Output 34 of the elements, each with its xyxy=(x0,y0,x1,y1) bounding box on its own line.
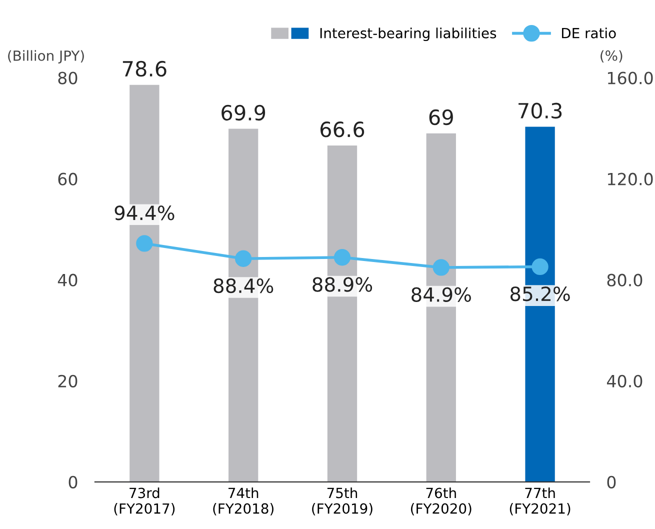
data-label: 84.9% xyxy=(412,287,471,302)
y2-tick-label: 40.0 xyxy=(606,374,642,388)
data-label: 66.6 xyxy=(320,122,364,138)
point xyxy=(432,259,450,276)
y-tick-label: 80 xyxy=(58,72,78,84)
legend-label: DE ratio xyxy=(562,28,616,38)
data-label: 69.9 xyxy=(222,104,266,121)
x-tick-label: 74th (FY2018) xyxy=(213,487,274,516)
data-label: 88.9% xyxy=(312,277,372,292)
data-label: 69 xyxy=(429,109,453,126)
y2-tick-label: 80.0 xyxy=(607,274,642,286)
legend-label: Interest-bearing liabilities xyxy=(320,28,496,42)
x-tick-label: 75th (FY2019) xyxy=(312,487,372,516)
x-tick-label: 77th (FY2021) xyxy=(510,487,570,516)
y-tick-label: 40 xyxy=(58,274,78,286)
x-tick-label: 73rd (FY2017) xyxy=(114,487,175,516)
y2-axis-title: (%) xyxy=(600,50,622,63)
y2-tick-label: 160.0 xyxy=(608,72,653,84)
point xyxy=(136,235,153,252)
point xyxy=(334,249,351,266)
data-label: 70.3 xyxy=(518,102,562,119)
data-label: 85.2% xyxy=(510,286,570,302)
y-tick-label: 0 xyxy=(68,476,78,488)
y-tick-label: 60 xyxy=(58,172,78,186)
point xyxy=(532,258,548,276)
data-label: 88.4% xyxy=(214,278,274,294)
data-label: 94.4% xyxy=(114,206,174,220)
x-tick-label: 76th (FY2020) xyxy=(411,487,472,516)
y2-tick-label: 120.0 xyxy=(608,172,653,186)
point xyxy=(235,250,252,267)
data-label: 78.6 xyxy=(122,60,166,77)
y2-tick-label: 0 xyxy=(607,476,616,488)
y-tick-label: 20 xyxy=(58,374,78,388)
y-axis-title: (Billion JPY) xyxy=(8,50,84,64)
